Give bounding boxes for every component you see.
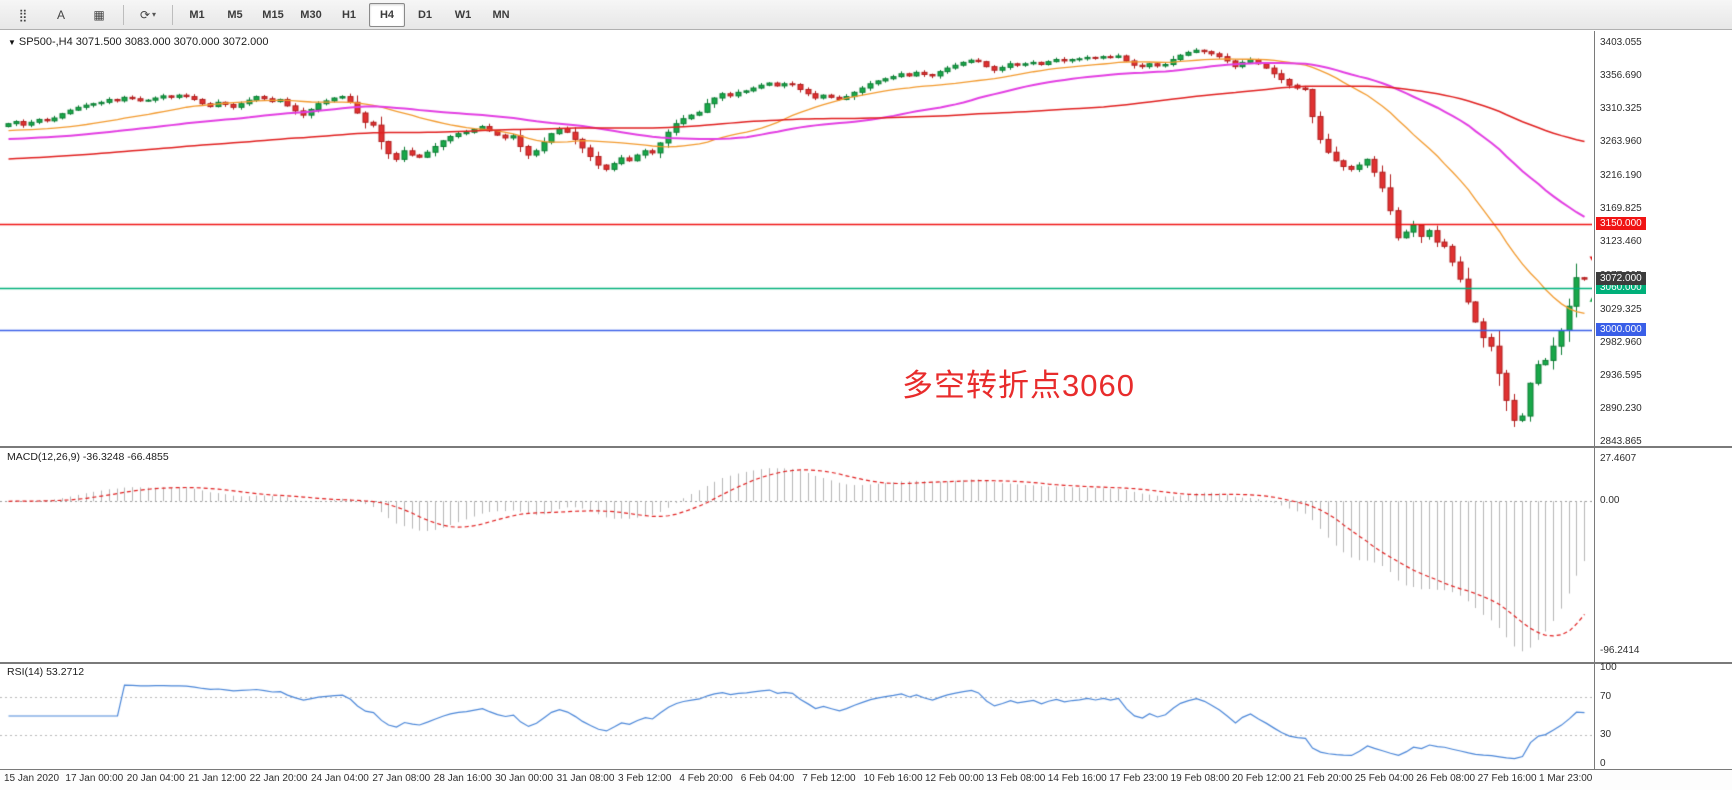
charts-grid-icon[interactable]: ⣿: [18, 7, 28, 22]
indicators-dropdown-icon[interactable]: ⟳ ▾: [139, 7, 157, 22]
price-axis-label: 3310.325: [1600, 103, 1642, 115]
time-axis-label: 20 Jan 04:00: [126, 773, 185, 784]
toolbar-separator: [172, 4, 173, 25]
rsi-label: RSI(14) 53.2712: [7, 666, 85, 678]
collapse-triangle-icon[interactable]: ▼: [8, 38, 16, 47]
timeframe-button-m15[interactable]: M15: [262, 8, 284, 21]
time-axis-label: 17 Feb 23:00: [1109, 773, 1169, 784]
rsi-axis-label: 100: [1600, 662, 1617, 673]
time-axis-label: 6 Feb 04:00: [740, 773, 795, 784]
toolbar-separator: [123, 4, 124, 25]
time-axis-label: 7 Feb 12:00: [802, 773, 856, 784]
timeframe-button-m30[interactable]: M30: [300, 8, 322, 21]
rsi-axis-label: 30: [1600, 729, 1612, 741]
time-axis-label: 20 Feb 12:00: [1232, 773, 1291, 784]
time-axis-label: 26 Feb 08:00: [1416, 773, 1476, 784]
timeframe-button-h1[interactable]: H1: [341, 8, 357, 21]
rsi-axis-label: 0: [1600, 758, 1606, 769]
time-axis-label: 24 Jan 04:00: [311, 773, 369, 784]
macd-axis-label: 27.4607: [1600, 452, 1637, 464]
macd-label: MACD(12,26,9) -36.3248 -66.4855: [7, 451, 169, 463]
macd-axis-label: 0.00: [1600, 495, 1620, 507]
toolbar: ⣿ A ▦ ⟳ ▾ M1 M5 M15 M30 H1 H4 D1 W1 MN: [0, 0, 1732, 30]
hline-price-tag[interactable]: 3150.000: [1596, 216, 1646, 230]
macd-canvas[interactable]: [0, 448, 1592, 662]
symbol-ohlc-text: SP500-,H4 3071.500 3083.000 3070.000 307…: [18, 36, 269, 48]
time-axis-label: 3 Feb 12:00: [618, 773, 672, 784]
time-axis-label: 21 Jan 12:00: [188, 773, 247, 784]
rsi-axis-label: 70: [1600, 690, 1612, 702]
hline-price-tag[interactable]: 3000.000: [1596, 323, 1646, 337]
price-axis-label: 3356.690: [1600, 70, 1642, 82]
time-axis-label: 27 Feb 16:00: [1477, 773, 1537, 784]
rsi-canvas[interactable]: [0, 664, 1592, 768]
time-axis-label: 17 Jan 00:00: [65, 773, 124, 784]
time-axis-label: 4 Feb 20:00: [679, 773, 733, 784]
panel-divider[interactable]: [0, 662, 1732, 664]
price-chart-canvas[interactable]: [0, 31, 1592, 446]
time-axis-label: 28 Jan 16:00: [433, 773, 492, 784]
time-axis-label: 21 Feb 20:00: [1293, 773, 1353, 784]
current-price-tag[interactable]: 3072.000: [1596, 272, 1646, 286]
time-axis-label: 22 Jan 20:00: [249, 773, 308, 784]
time-axis-label: 1 Mar 23:00: [1539, 773, 1593, 784]
time-axis-label: 30 Jan 00:00: [495, 773, 554, 784]
time-axis-label: 12 Feb 00:00: [925, 773, 984, 784]
timeframe-button-m5[interactable]: M5: [227, 8, 243, 21]
timeframe-button-w1[interactable]: W1: [454, 8, 472, 21]
symbol-ohlc-label: ▼ SP500-,H4 3071.500 3083.000 3070.000 30…: [8, 36, 268, 48]
time-axis-label: 15 Jan 2020: [4, 773, 60, 784]
time-axis-label: 14 Feb 16:00: [1047, 773, 1107, 784]
time-axis-label: 19 Feb 08:00: [1170, 773, 1230, 784]
price-axis-label: 3169.825: [1600, 203, 1642, 215]
price-axis-label: 2843.865: [1600, 435, 1642, 447]
timeframe-button-d1[interactable]: D1: [417, 8, 433, 21]
price-axis-separator: [1594, 31, 1595, 769]
text-tool-button[interactable]: A: [56, 7, 65, 22]
chart-window-icon[interactable]: ▦: [93, 7, 105, 22]
panel-divider[interactable]: [0, 446, 1732, 448]
price-axis-label: 2982.960: [1600, 336, 1642, 348]
chevron-down-icon: ▾: [152, 10, 157, 19]
price-axis-label: 3216.190: [1600, 170, 1642, 182]
price-axis-label: 2890.230: [1600, 402, 1642, 414]
time-axis-label: 31 Jan 08:00: [556, 773, 615, 784]
price-axis-label: 3403.055: [1600, 37, 1642, 49]
timeframe-button-mn[interactable]: MN: [492, 8, 510, 21]
chart-text-annotation[interactable]: 多空转折点3060: [902, 368, 1135, 403]
price-axis-label: 3029.325: [1600, 303, 1642, 315]
price-axis-label: 3123.460: [1600, 236, 1642, 248]
price-axis-label: 2936.595: [1600, 369, 1642, 381]
timeframe-button-h4[interactable]: H4: [369, 2, 405, 27]
macd-axis-label: -96.2414: [1600, 644, 1640, 656]
timeframe-button-m1[interactable]: M1: [189, 8, 205, 21]
time-axis-label: 10 Feb 16:00: [863, 773, 923, 784]
time-axis-label: 25 Feb 04:00: [1354, 773, 1414, 784]
price-axis-label: 3263.960: [1600, 136, 1642, 148]
time-axis-label: 27 Jan 08:00: [372, 773, 431, 784]
time-axis-label: 13 Feb 08:00: [986, 773, 1046, 784]
time-axis[interactable]: [0, 769, 1732, 790]
